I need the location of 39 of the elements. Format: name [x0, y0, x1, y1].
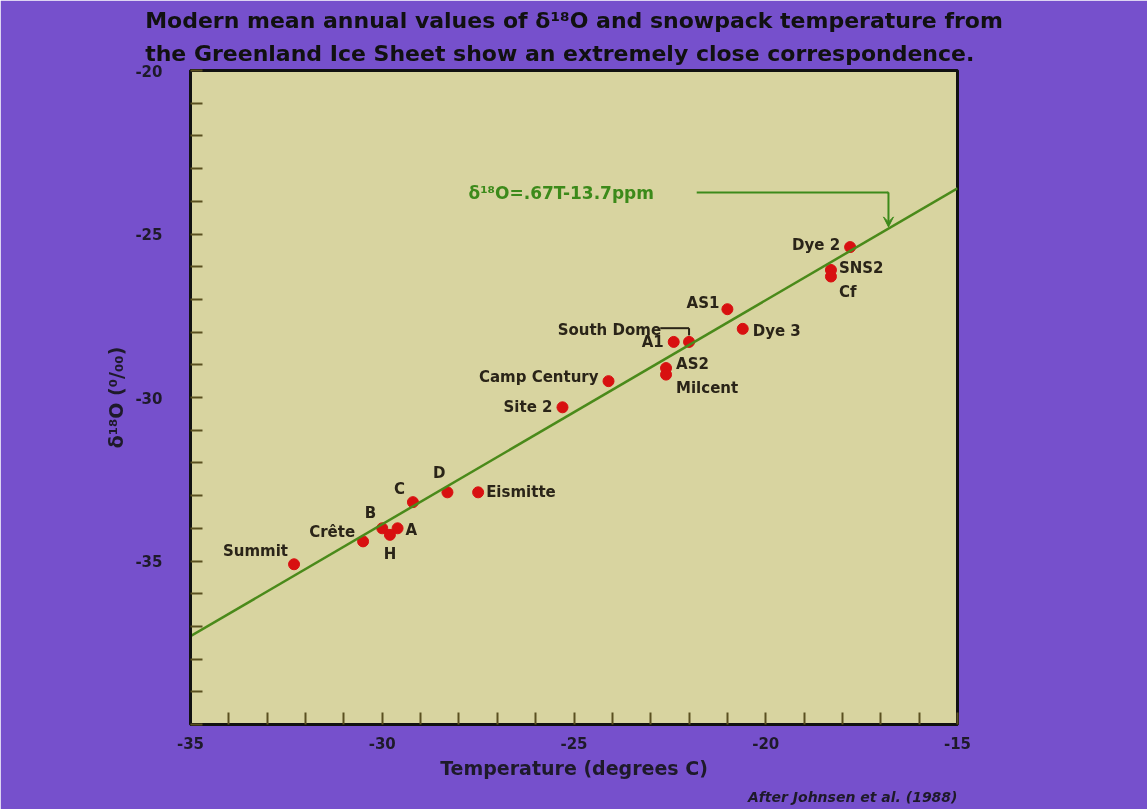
x-tick-label: -30: [368, 734, 396, 753]
text: After Johnsen et al. (1988): [746, 788, 958, 805]
y-tick-label: -25: [135, 226, 163, 244]
point: [667, 335, 680, 348]
annotation: Cf: [838, 282, 857, 301]
x-tick-label: -20: [752, 734, 780, 753]
point: [288, 558, 301, 571]
annotation: Eismitte: [486, 483, 556, 502]
point: [391, 522, 404, 535]
point: [736, 322, 749, 335]
annotation: Dye 2: [792, 236, 841, 255]
point: [441, 486, 454, 499]
y-tick-label: -30: [135, 389, 163, 408]
annotation: A: [405, 521, 418, 540]
x-tick-label: -35: [176, 734, 205, 753]
annotation: C: [393, 480, 405, 499]
x-tick-label: -15: [943, 734, 972, 753]
annotation: SNS2: [838, 258, 884, 277]
annotation: Site 2: [503, 398, 553, 417]
point: [383, 528, 396, 541]
annotation: Summit: [222, 542, 289, 561]
annotation: AS2: [676, 355, 709, 374]
x-axis-title: Temperature (degrees C): [440, 756, 708, 779]
point: [721, 303, 734, 316]
annotation: Crête: [309, 523, 356, 542]
annotation: Camp Century: [478, 368, 599, 387]
annotation: D: [432, 464, 446, 483]
point: [472, 486, 485, 499]
x-tick-label: -25: [560, 734, 588, 753]
annotation: H: [383, 544, 397, 563]
annotation: Milcent: [676, 378, 739, 397]
y-tick-label: -35: [135, 553, 163, 571]
annotation: AS1: [686, 294, 720, 313]
annotation: δ¹⁸O=.67T-13.7ppm: [468, 182, 654, 203]
y-axis-title: δ¹⁸O (⁰/₀₀): [105, 346, 128, 449]
point: [556, 401, 569, 414]
annotation: Dye 3: [752, 321, 801, 340]
annotation: B: [364, 504, 377, 523]
point: [602, 375, 615, 388]
